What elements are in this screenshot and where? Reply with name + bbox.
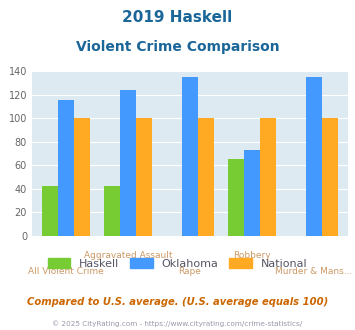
Text: 2019 Haskell: 2019 Haskell (122, 10, 233, 25)
Legend: Haskell, Oklahoma, National: Haskell, Oklahoma, National (43, 254, 312, 273)
Text: Compared to U.S. average. (U.S. average equals 100): Compared to U.S. average. (U.S. average … (27, 297, 328, 307)
Bar (260, 118, 276, 236)
Bar (120, 90, 136, 236)
Text: All Violent Crime: All Violent Crime (28, 267, 104, 276)
Bar (228, 159, 244, 236)
Bar (322, 118, 338, 236)
Bar (74, 118, 90, 236)
Text: Violent Crime Comparison: Violent Crime Comparison (76, 40, 279, 53)
Bar (182, 77, 198, 236)
Bar (42, 186, 58, 236)
Bar (244, 150, 260, 236)
Bar (104, 186, 120, 236)
Text: Rape: Rape (179, 267, 201, 276)
Text: Robbery: Robbery (233, 251, 271, 260)
Text: © 2025 CityRating.com - https://www.cityrating.com/crime-statistics/: © 2025 CityRating.com - https://www.city… (53, 320, 302, 327)
Bar (136, 118, 152, 236)
Bar (58, 100, 74, 236)
Text: Aggravated Assault: Aggravated Assault (84, 251, 172, 260)
Bar (306, 77, 322, 236)
Text: Murder & Mans...: Murder & Mans... (275, 267, 353, 276)
Bar (198, 118, 214, 236)
